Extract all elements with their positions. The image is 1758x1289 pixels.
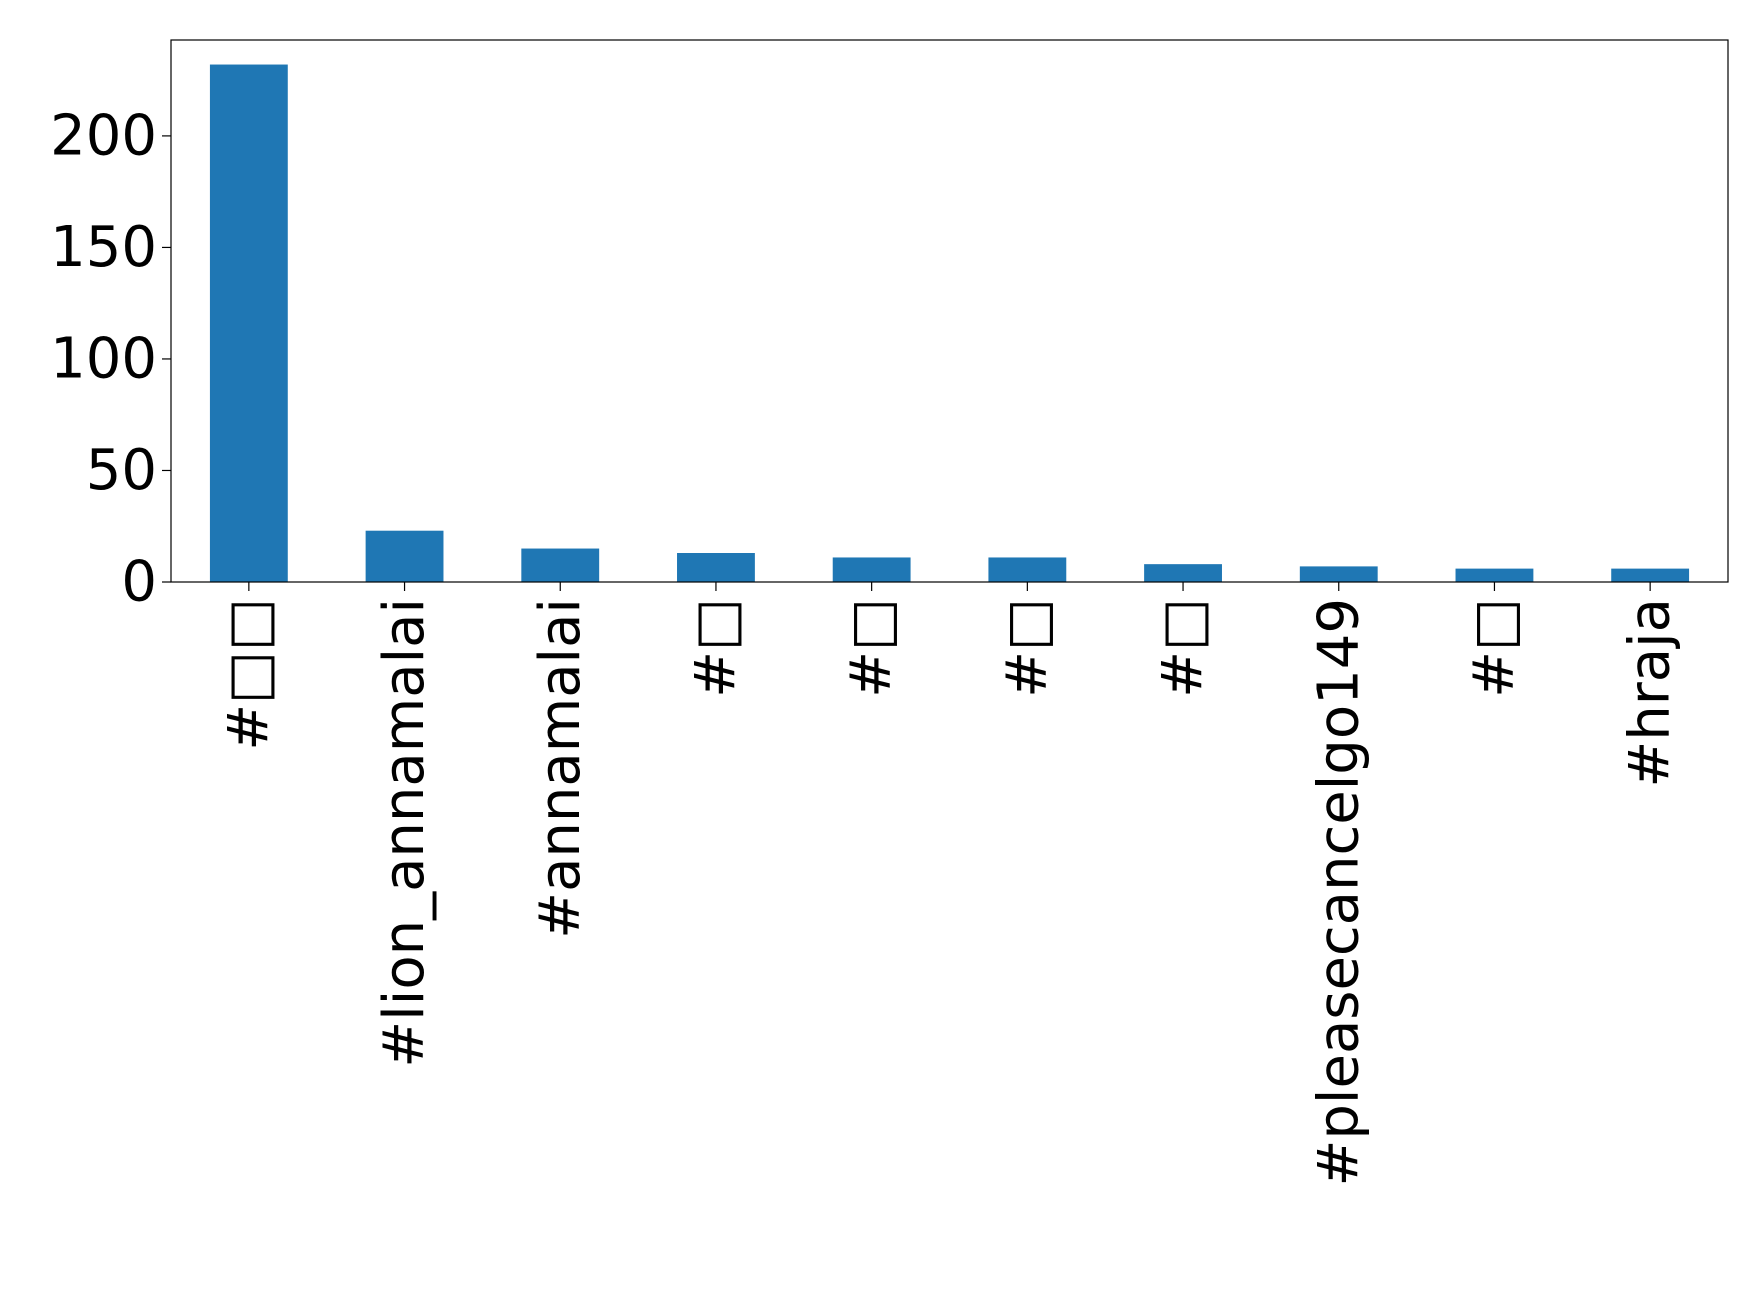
- x-tick-label: #□: [1151, 598, 1216, 698]
- x-tick-label: #hraja: [1618, 598, 1683, 788]
- bars-layer: [209, 64, 1690, 583]
- bar-0: [209, 64, 288, 583]
- y-tick-label: 50: [86, 438, 157, 503]
- x-tick-label: #annamalai: [528, 598, 593, 939]
- x-tick-label: #□: [995, 598, 1060, 698]
- y-tick-label: 0: [121, 550, 157, 615]
- x-tick-label: #□: [683, 598, 748, 698]
- y-tick-label: 200: [50, 103, 157, 168]
- y-tick-label: 100: [50, 326, 157, 391]
- x-tick-label: #pleasecancelgo149: [1306, 598, 1371, 1187]
- bar-5: [988, 557, 1067, 582]
- bar-1: [365, 530, 444, 582]
- bar-4: [832, 557, 911, 582]
- bar-8: [1455, 568, 1534, 582]
- bar-6: [1144, 564, 1222, 582]
- x-ticks-layer: #□□ #lion_annamalai #annamalai #□ #□ #□ #□ #ple…: [216, 582, 1683, 1187]
- bar-7: [1299, 566, 1378, 582]
- y-ticks-layer: 0 50 100 150 200: [50, 103, 171, 615]
- y-tick-label: 150: [50, 215, 157, 280]
- bar-2: [521, 548, 600, 582]
- x-tick-label: #□: [1462, 598, 1527, 698]
- x-tick-label: #lion_annamalai: [372, 598, 437, 1068]
- x-tick-label: #□□: [216, 598, 281, 751]
- x-tick-label: #□: [839, 598, 904, 698]
- bar-9: [1611, 568, 1690, 582]
- bar-3: [677, 553, 755, 582]
- axes-layer: [170, 39, 1729, 583]
- plot-frame: [170, 39, 1729, 583]
